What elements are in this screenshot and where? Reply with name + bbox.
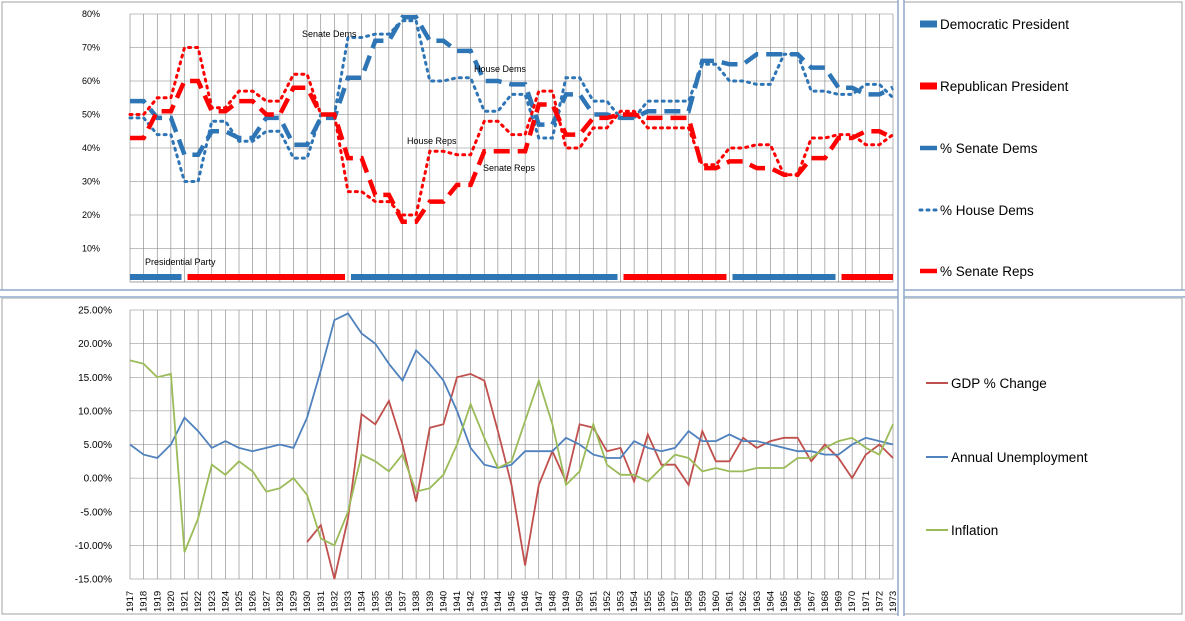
series-line--senate-dems (130, 15, 894, 157)
annotation-presidential-party: Presidential Party (145, 257, 216, 267)
bottom-x-tick-label: 1953 (616, 591, 627, 612)
bottom-x-tick-label: 1952 (602, 591, 613, 612)
bottom-x-tick-label: 1947 (534, 591, 545, 612)
bottom-y-tick-label: 25.00% (78, 306, 112, 317)
bottom-x-tick-label: 1921 (180, 591, 191, 612)
bottom-x-tick-label: 1969 (834, 591, 845, 612)
top-y-tick-label: 20% (82, 210, 100, 220)
bottom-x-tick-label: 1938 (411, 591, 422, 612)
bottom-x-tick-label: 1939 (425, 591, 436, 612)
bottom-y-tick-label: 5.00% (84, 440, 112, 451)
bottom-y-tick-label: 20.00% (78, 339, 112, 350)
bottom-y-tick-label: -10.00% (75, 541, 112, 552)
bottom-x-tick-label: 1933 (343, 591, 354, 612)
bottom-x-tick-label: 1942 (466, 591, 477, 612)
legend-label--senate-reps: % Senate Reps (940, 264, 1034, 279)
bottom-x-tick-label: 1965 (779, 591, 790, 612)
top-y-tick-label: 60% (82, 76, 100, 86)
legend-separator (898, 0, 904, 616)
annotation-senate-reps: Senate Reps (483, 163, 536, 173)
bottom-x-tick-label: 1949 (561, 591, 572, 612)
bottom-x-tick-label: 1930 (302, 591, 313, 612)
annotation-house-reps: House Reps (407, 136, 457, 146)
bottom-y-tick-label: 15.00% (78, 373, 112, 384)
bottom-x-tick-label: 1917 (125, 591, 136, 612)
bottom-x-tick-label: 1955 (643, 591, 654, 612)
series-line--house-dems (128, 19, 895, 183)
bottom-x-tick-label: 1963 (752, 591, 763, 612)
bottom-y-tick-label: 10.00% (78, 406, 112, 417)
legend-label-inflation: Inflation (951, 523, 998, 538)
series-line-gdp-change (306, 372, 894, 580)
bottom-x-tick-label: 1954 (629, 591, 640, 612)
top-y-tick-label: 40% (82, 143, 100, 153)
top-y-tick-label: 50% (82, 110, 100, 120)
bottom-x-tick-label: 1941 (452, 591, 463, 612)
bottom-x-tick-label: 1962 (738, 591, 749, 612)
bottom-x-tick-label: 1960 (711, 591, 722, 612)
bottom-x-tick-label: 1945 (507, 591, 518, 612)
bottom-x-tick-label: 1966 (793, 591, 804, 612)
bottom-x-tick-label: 1927 (261, 591, 272, 612)
top-y-tick-label: 10% (82, 244, 100, 254)
bottom-x-tick-label: 1918 (139, 591, 150, 612)
bottom-x-tick-label: 1929 (289, 591, 300, 612)
legend-label-gdp-change: GDP % Change (951, 376, 1047, 391)
bottom-x-tick-label: 1971 (861, 591, 872, 612)
bottom-x-tick-label: 1967 (806, 591, 817, 612)
bottom-x-tick-label: 1950 (575, 591, 586, 612)
bottom-y-tick-label: -15.00% (75, 575, 112, 586)
bottom-x-tick-label: 1932 (329, 591, 340, 612)
bottom-x-tick-label: 1934 (357, 591, 368, 612)
top-y-tick-label: 30% (82, 177, 100, 187)
bottom-x-tick-label: 1920 (166, 591, 177, 612)
bottom-x-tick-label: 1956 (656, 591, 667, 612)
legend-label-annual-unemployment: Annual Unemployment (951, 450, 1088, 465)
bottom-x-tick-label: 1948 (547, 591, 558, 612)
bottom-x-tick-label: 1919 (152, 591, 163, 612)
bottom-x-tick-label: 1964 (765, 591, 776, 612)
bottom-x-tick-label: 1931 (316, 591, 327, 612)
annotation-house-dems: House Dems (474, 64, 527, 74)
bottom-x-tick-label: 1973 (888, 591, 899, 612)
panel-separator (0, 290, 1185, 298)
bottom-x-tick-label: 1943 (479, 591, 490, 612)
top-y-tick-label: 70% (82, 43, 100, 53)
bottom-x-tick-label: 1936 (384, 591, 395, 612)
bottom-x-tick-label: 1935 (370, 591, 381, 612)
series-line-inflation (129, 359, 894, 553)
bottom-x-tick-label: 1968 (820, 591, 831, 612)
bottom-x-tick-label: 1923 (207, 591, 218, 612)
bottom-x-tick-label: 1922 (193, 591, 204, 612)
bottom-x-tick-label: 1924 (220, 591, 231, 612)
legend-label--senate-dems: % Senate Dems (940, 141, 1038, 156)
top-y-tick-label: 80% (82, 9, 100, 19)
bottom-x-tick-label: 1958 (684, 591, 695, 612)
bottom-x-tick-label: 1972 (874, 591, 885, 612)
bottom-x-tick-label: 1928 (275, 591, 286, 612)
legend-label--house-dems: % House Dems (940, 203, 1034, 218)
annotation-senate-dems: Senate Dems (302, 29, 357, 39)
series-line-annual-unemployment (129, 312, 894, 469)
bottom-x-tick-label: 1940 (438, 591, 449, 612)
legend-label-democratic-president: Democratic President (940, 17, 1069, 32)
bottom-x-tick-label: 1937 (398, 591, 409, 612)
bottom-y-tick-label: -5.00% (80, 507, 112, 518)
bottom-y-tick-label: 0.00% (84, 474, 112, 485)
bottom-x-tick-label: 1925 (234, 591, 245, 612)
bottom-x-tick-label: 1957 (670, 591, 681, 612)
bottom-x-tick-label: 1970 (847, 591, 858, 612)
bottom-x-tick-label: 1959 (697, 591, 708, 612)
legend-label-republican-president: Republican President (940, 79, 1069, 94)
bottom-x-tick-label: 1951 (588, 591, 599, 612)
bottom-x-tick-label: 1944 (493, 591, 504, 612)
bottom-x-tick-label: 1961 (725, 591, 736, 612)
bottom-x-tick-label: 1946 (520, 591, 531, 612)
series-line-house-reps (128, 46, 895, 217)
bottom-x-tick-label: 1926 (248, 591, 259, 612)
